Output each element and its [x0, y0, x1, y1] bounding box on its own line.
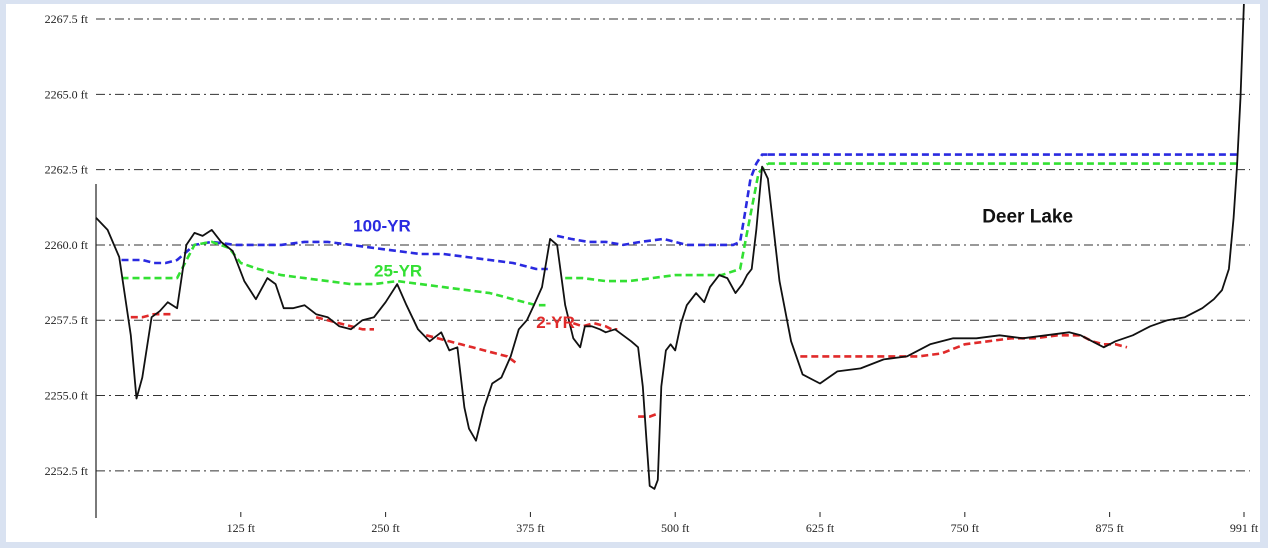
- chart-frame: 2252.5 ft 2255.0 ft 2257.5 ft 2260.0 ft 2262…: [6, 4, 1260, 542]
- x-tick-label: 750 ft: [951, 521, 980, 535]
- x-tick-label: 500 ft: [661, 521, 690, 535]
- series-100-yr-segment-0: [121, 240, 548, 271]
- y-tick-label: 2257.5 ft: [45, 313, 89, 327]
- x-tick-label: 991 ft: [1230, 521, 1259, 535]
- series-25-yr-segment-0: [121, 240, 546, 307]
- series-100-yr-segment-1: [556, 153, 768, 247]
- elevation-profile-chart: 2252.5 ft 2255.0 ft 2257.5 ft 2260.0 ft 2262…: [45, 4, 1259, 535]
- series-2-yr-segment-3: [572, 321, 618, 331]
- y-tick-label: 2255.0 ft: [45, 389, 89, 403]
- series-label-2-yr: 2-YR: [536, 313, 575, 332]
- y-tick-label: 2260.0 ft: [45, 238, 89, 252]
- x-tick-label: 625 ft: [806, 521, 835, 535]
- series-2-yr-segment-2: [425, 334, 517, 364]
- series-25-yr-segment-1: [565, 162, 769, 283]
- y-tick-label: 2252.5 ft: [45, 464, 89, 478]
- y-tick-label: 2262.5 ft: [45, 163, 89, 177]
- x-tick-label: 875 ft: [1095, 521, 1124, 535]
- series-2-yr-segment-1: [315, 315, 374, 331]
- x-tick-label: 375 ft: [516, 521, 545, 535]
- x-tick-label: 250 ft: [371, 521, 400, 535]
- x-tick-label: 125 ft: [227, 521, 256, 535]
- series-2-yr-segment-4: [638, 412, 659, 418]
- series-label-25-yr: 25-YR: [374, 262, 422, 281]
- annotation-deer-lake: Deer Lake: [982, 206, 1073, 227]
- y-tick-label: 2265.0 ft: [45, 87, 89, 101]
- y-tick-label: 2267.5 ft: [45, 12, 89, 26]
- series-label-100-yr: 100-YR: [353, 216, 411, 235]
- series-2-yr-segment-0: [130, 312, 172, 319]
- ground-profile-line: [95, 4, 1245, 490]
